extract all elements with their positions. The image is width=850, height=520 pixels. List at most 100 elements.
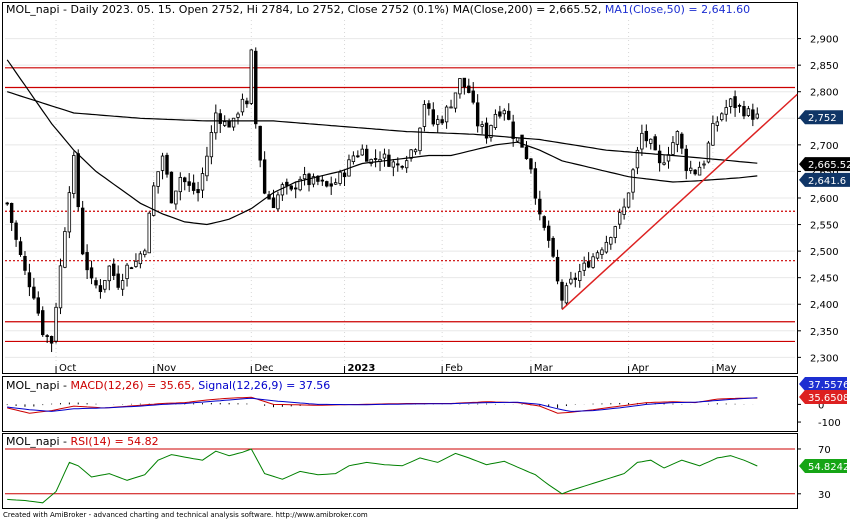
candle[interactable] bbox=[214, 112, 218, 134]
candle[interactable] bbox=[94, 280, 98, 286]
candle[interactable] bbox=[635, 149, 640, 169]
candle[interactable] bbox=[715, 121, 720, 126]
candle[interactable] bbox=[626, 192, 631, 208]
rsi-line[interactable] bbox=[7, 448, 758, 504]
candle[interactable] bbox=[245, 100, 249, 105]
candle[interactable] bbox=[702, 163, 706, 166]
candle[interactable] bbox=[116, 273, 120, 288]
candle[interactable] bbox=[280, 184, 285, 196]
candle[interactable] bbox=[484, 122, 489, 139]
candle[interactable] bbox=[493, 113, 498, 128]
candle[interactable] bbox=[196, 189, 200, 194]
candle[interactable] bbox=[76, 153, 80, 208]
candle[interactable] bbox=[711, 122, 715, 146]
candle[interactable] bbox=[58, 265, 63, 309]
candle[interactable] bbox=[63, 231, 67, 268]
candle[interactable] bbox=[262, 159, 267, 194]
candle[interactable] bbox=[143, 250, 147, 256]
candle[interactable] bbox=[276, 194, 280, 210]
candle[interactable] bbox=[595, 252, 600, 259]
candle[interactable] bbox=[85, 252, 89, 271]
price-candles[interactable] bbox=[5, 47, 759, 353]
candle[interactable] bbox=[591, 256, 595, 268]
candle[interactable] bbox=[631, 169, 635, 193]
candle[interactable] bbox=[742, 106, 746, 117]
candle[interactable] bbox=[502, 110, 506, 115]
candle[interactable] bbox=[418, 127, 422, 152]
candle[interactable] bbox=[640, 132, 644, 150]
candle[interactable] bbox=[609, 237, 613, 245]
candle[interactable] bbox=[573, 277, 578, 280]
candle[interactable] bbox=[555, 256, 560, 282]
candle[interactable] bbox=[751, 109, 755, 120]
candle[interactable] bbox=[18, 241, 23, 255]
candle[interactable] bbox=[54, 306, 58, 342]
candle[interactable] bbox=[356, 155, 360, 158]
candle[interactable] bbox=[436, 119, 440, 125]
candle[interactable] bbox=[254, 50, 258, 125]
candle[interactable] bbox=[413, 149, 418, 153]
candle[interactable] bbox=[112, 263, 116, 276]
candle[interactable] bbox=[582, 262, 586, 271]
candle[interactable] bbox=[369, 158, 373, 164]
candle[interactable] bbox=[644, 130, 649, 142]
candle[interactable] bbox=[440, 119, 444, 124]
candle[interactable] bbox=[657, 150, 662, 164]
candle[interactable] bbox=[329, 183, 333, 187]
candle[interactable] bbox=[449, 106, 453, 109]
ma200-line[interactable] bbox=[7, 91, 758, 164]
candle[interactable] bbox=[475, 102, 480, 127]
candle[interactable] bbox=[342, 172, 347, 178]
candle[interactable] bbox=[529, 158, 533, 170]
candle[interactable] bbox=[617, 212, 622, 225]
candle[interactable] bbox=[431, 109, 435, 125]
candle[interactable] bbox=[27, 272, 32, 288]
candle[interactable] bbox=[462, 77, 467, 88]
candle[interactable] bbox=[320, 179, 325, 182]
ma50-line[interactable] bbox=[6, 59, 758, 226]
candle[interactable] bbox=[653, 136, 657, 151]
candle[interactable] bbox=[311, 176, 316, 185]
candle[interactable] bbox=[67, 192, 72, 233]
candle[interactable] bbox=[333, 182, 338, 185]
candle[interactable] bbox=[404, 160, 409, 169]
candle[interactable] bbox=[511, 121, 515, 139]
candle[interactable] bbox=[160, 155, 165, 171]
candle[interactable] bbox=[706, 142, 711, 163]
candle[interactable] bbox=[746, 108, 751, 116]
candle[interactable] bbox=[724, 107, 728, 115]
candle[interactable] bbox=[14, 222, 18, 240]
candle[interactable] bbox=[298, 178, 302, 191]
candle[interactable] bbox=[187, 181, 191, 186]
candle[interactable] bbox=[427, 103, 431, 109]
candle[interactable] bbox=[183, 177, 187, 183]
candle[interactable] bbox=[125, 264, 129, 280]
candle[interactable] bbox=[458, 78, 462, 95]
candle[interactable] bbox=[236, 113, 240, 118]
candle[interactable] bbox=[5, 202, 9, 205]
candle[interactable] bbox=[564, 285, 569, 304]
candle[interactable] bbox=[240, 98, 245, 113]
candle[interactable] bbox=[285, 181, 289, 186]
candle[interactable] bbox=[546, 225, 551, 241]
candle[interactable] bbox=[569, 278, 573, 284]
candle[interactable] bbox=[600, 249, 604, 255]
candle[interactable] bbox=[231, 117, 236, 128]
candle[interactable] bbox=[72, 155, 76, 194]
candle[interactable] bbox=[205, 155, 209, 177]
candle[interactable] bbox=[396, 163, 400, 166]
candle[interactable] bbox=[453, 92, 458, 109]
candle[interactable] bbox=[23, 256, 27, 271]
candle[interactable] bbox=[89, 267, 94, 279]
candle[interactable] bbox=[649, 138, 653, 144]
candle[interactable] bbox=[45, 335, 49, 337]
candle[interactable] bbox=[662, 162, 666, 165]
candle[interactable] bbox=[218, 113, 222, 124]
candle[interactable] bbox=[134, 260, 138, 267]
candle[interactable] bbox=[289, 185, 293, 190]
candle[interactable] bbox=[209, 132, 214, 158]
candle[interactable] bbox=[697, 166, 702, 176]
candle[interactable] bbox=[107, 265, 111, 282]
candle[interactable] bbox=[294, 187, 298, 190]
candle[interactable] bbox=[533, 168, 538, 199]
